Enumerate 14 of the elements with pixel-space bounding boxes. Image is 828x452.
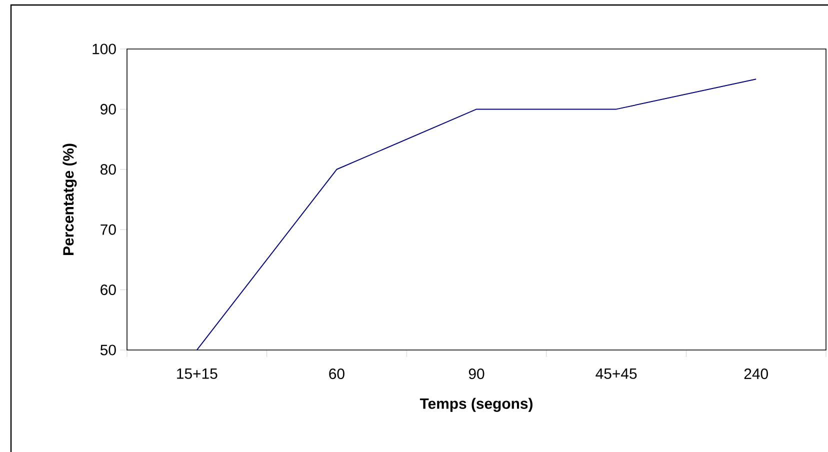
- y-axis-title: Percentatge (%): [62, 144, 77, 255]
- y-tick-label: 80: [100, 164, 116, 175]
- x-axis-title: Temps (segons): [420, 398, 532, 412]
- x-tick-label: 45+45: [596, 368, 637, 379]
- x-tick-label: 60: [329, 368, 344, 380]
- y-tick-label: 50: [100, 344, 116, 356]
- y-tick-label: 90: [100, 104, 116, 114]
- x-tick-label: 90: [468, 368, 484, 380]
- line-series: [196, 78, 757, 350]
- y-tick-label: 100: [92, 44, 116, 54]
- y-tick-label: 60: [100, 284, 116, 296]
- x-tick-label: 15+15: [177, 368, 218, 379]
- x-tick-label: 240: [744, 368, 768, 380]
- y-tick-label: 70: [100, 224, 116, 235]
